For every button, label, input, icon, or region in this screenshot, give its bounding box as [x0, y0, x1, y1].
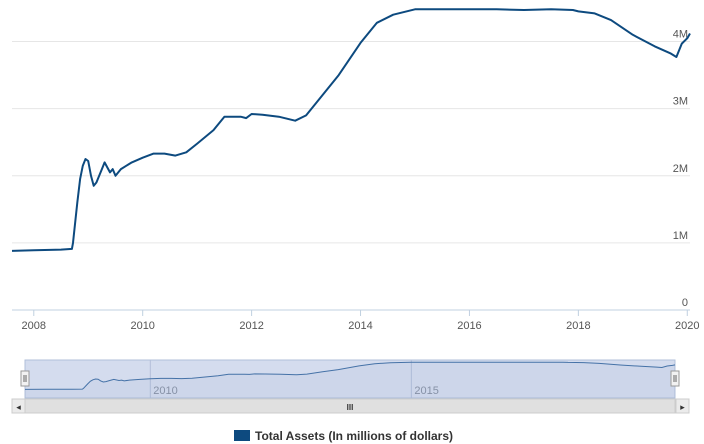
- x-axis-ticks: [33, 310, 688, 316]
- y-tick-label-2: 2M: [673, 163, 688, 175]
- x-tick-label-1: 2010: [130, 320, 154, 332]
- scrollbar-right-arrow[interactable]: ▸: [675, 398, 690, 414]
- navigator-tick-label-1: 2015: [414, 385, 438, 397]
- navigator[interactable]: 2010 2015: [20, 359, 680, 399]
- legend-label: Total Assets (In millions of dollars): [255, 429, 453, 443]
- navigator-series-line: [24, 361, 676, 390]
- x-tick-label-0: 2008: [22, 320, 46, 332]
- scrollbar[interactable]: ◂ ▸ III: [11, 398, 690, 414]
- y-tick-label-1: 1M: [673, 230, 688, 242]
- navigator-labels: 2010 2015: [153, 385, 439, 397]
- x-tick-label-3: 2014: [348, 320, 372, 332]
- series-line-total-assets[interactable]: [11, 8, 691, 252]
- navigator-series-area: [25, 362, 675, 398]
- left-arrow-icon: ◂: [16, 402, 21, 412]
- scrollbar-grip-icon: III: [347, 403, 354, 412]
- x-tick-label-4: 2016: [457, 320, 481, 332]
- y-axis-labels: 0 1M 2M 3M 4M: [673, 29, 688, 309]
- navigator-tick-label-0: 2010: [153, 385, 177, 397]
- navigator-handle-right[interactable]: [670, 370, 680, 387]
- x-axis-labels: 2008 2010 2012 2014 2016 2018 2020: [22, 320, 700, 332]
- scrollbar-left-arrow[interactable]: ◂: [11, 398, 26, 414]
- x-tick-label-6: 2020: [675, 320, 699, 332]
- y-tick-label-0: 0: [682, 297, 688, 309]
- gridlines: [12, 41, 690, 244]
- navigator-mask[interactable]: [24, 359, 676, 399]
- legend-symbol: [234, 430, 250, 441]
- x-tick-label-2: 2012: [239, 320, 263, 332]
- right-arrow-icon: ▸: [680, 402, 685, 412]
- navigator-handle-left[interactable]: [20, 370, 30, 387]
- y-tick-label-3: 3M: [673, 96, 688, 108]
- plot-area: 0 1M 2M 3M 4M 2008 2010 2012 2014 2016 2018 2020: [11, 8, 700, 332]
- y-tick-label-4: 4M: [673, 29, 688, 41]
- legend[interactable]: Total Assets (In millions of dollars): [234, 429, 453, 443]
- x-tick-label-5: 2018: [566, 320, 590, 332]
